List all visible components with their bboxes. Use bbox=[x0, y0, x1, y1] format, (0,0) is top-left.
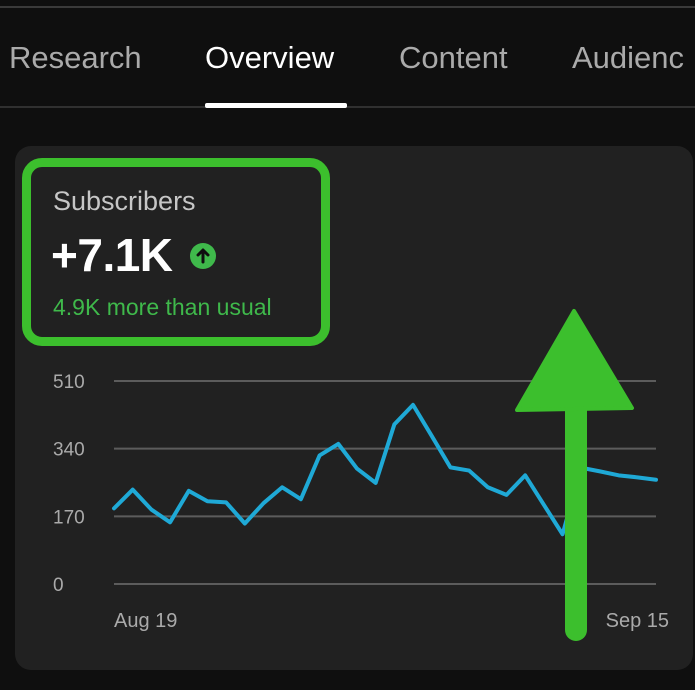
y-tick-label: 340 bbox=[53, 440, 85, 461]
tab-overview[interactable]: Overview bbox=[205, 40, 335, 75]
tab-content[interactable]: Content bbox=[399, 40, 508, 75]
highlight-box-annotation bbox=[22, 158, 330, 346]
x-tick-label: Aug 19 bbox=[114, 610, 177, 632]
metric-value: +7.1K bbox=[51, 229, 173, 281]
annotation-arrow-head bbox=[515, 309, 634, 412]
arrow-up-circle-icon bbox=[190, 243, 216, 269]
top-divider bbox=[0, 0, 695, 8]
metric-label: Subscribers bbox=[53, 186, 196, 216]
tab-research[interactable]: Research bbox=[9, 40, 142, 75]
tab-bar: Research Overview Content Audienc bbox=[0, 10, 695, 108]
y-tick-label: 0 bbox=[53, 575, 64, 596]
y-tick-label: 510 bbox=[53, 372, 85, 393]
metric-comparison: 4.9K more than usual bbox=[53, 294, 272, 320]
active-tab-indicator bbox=[205, 103, 347, 108]
x-tick-label: Sep 15 bbox=[606, 610, 669, 632]
tab-audience[interactable]: Audienc bbox=[572, 40, 685, 75]
y-tick-label: 170 bbox=[53, 507, 85, 528]
